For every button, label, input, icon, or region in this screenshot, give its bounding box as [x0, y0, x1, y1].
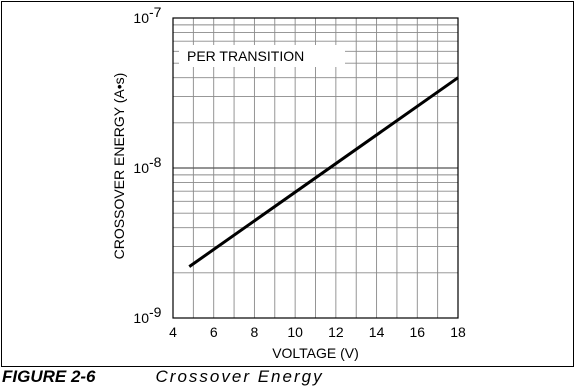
- figure-caption: FIGURE 2-6 Crossover Energy: [2, 366, 577, 388]
- x-tick-label: 4: [169, 324, 177, 340]
- annotation-background: [179, 45, 345, 67]
- x-tick-label: 12: [328, 324, 344, 340]
- x-tick-label: 16: [409, 324, 425, 340]
- y-axis-title: CROSSOVER ENERGY (A•s): [111, 73, 127, 260]
- x-tick-label: 10: [287, 324, 303, 340]
- y-tick-exponent: -7: [149, 4, 162, 20]
- x-tick-label: 18: [450, 324, 466, 340]
- figure-caption-text: Crossover Energy: [155, 367, 324, 386]
- y-tick-exponent: -9: [149, 304, 162, 320]
- figure-number: FIGURE 2-6: [2, 367, 96, 386]
- x-tick-label: 8: [251, 324, 259, 340]
- plot-area-border: [172, 17, 459, 319]
- x-tick-label: 14: [369, 324, 385, 340]
- y-tick-label: 10: [133, 10, 149, 26]
- x-tick-label: 6: [210, 324, 218, 340]
- x-axis-title: VOLTAGE (V): [272, 345, 359, 361]
- y-tick-label: 10: [133, 160, 149, 176]
- series-line: [188, 76, 459, 268]
- y-tick-label: 10: [133, 310, 149, 326]
- y-tick-exponent: -8: [149, 154, 162, 170]
- annotation-per-transition: PER TRANSITION: [187, 48, 304, 64]
